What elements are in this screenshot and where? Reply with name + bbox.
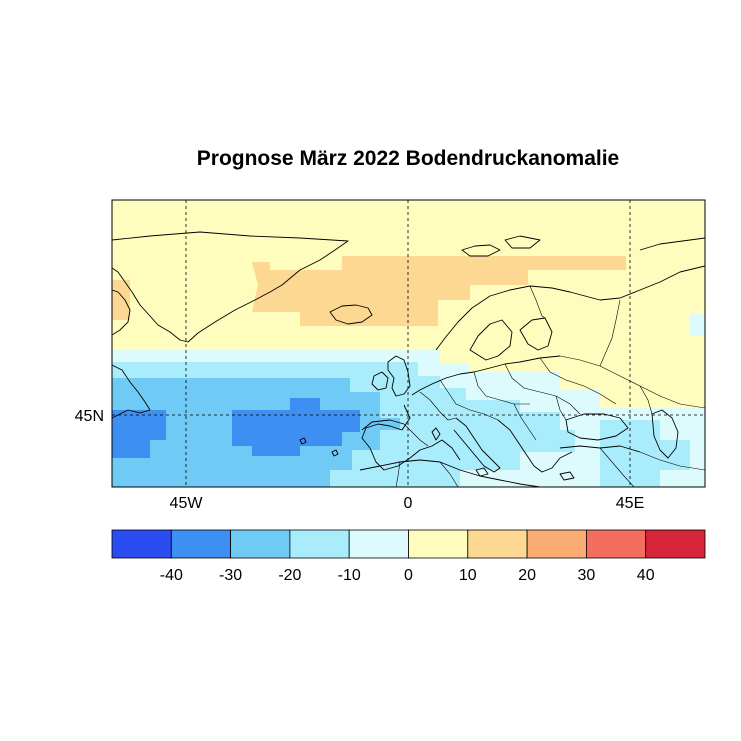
map-frame [111,199,706,488]
anomaly-region-9 [690,314,705,336]
colorbar-tick-label: 40 [637,567,655,584]
longitude-tick-label: 45E [616,495,644,512]
graticule [112,200,705,487]
colorbar-bin [645,529,706,559]
colorbar-tick-label: 10 [459,567,477,584]
colorbar-tick-label: 0 [404,567,413,584]
latitude-tick-label: 45N [75,408,104,425]
latitude-tick-labels: 45N [75,408,104,425]
colorbar-bin [289,529,350,559]
colorbar-tick-label: -10 [338,567,361,584]
colorbar [111,529,706,559]
anomaly-region-1 [252,256,626,326]
colorbar-bin [111,529,172,559]
longitude-tick-label: 45W [170,495,204,512]
colorbar-bin [348,529,409,559]
figure-title: Prognose März 2022 Bodendruckanomalie [197,147,619,170]
longitude-tick-label: 0 [404,495,413,512]
colorbar-tick-label: -20 [278,567,301,584]
anomaly-field [112,200,705,487]
colorbar-tick-labels: -40 -30 -20 -10 0 10 20 30 40 [160,567,655,584]
colorbar-bin [408,529,469,559]
colorbar-bin [526,529,587,559]
colorbar-tick-label: -40 [160,567,183,584]
colorbar-bin [230,529,291,559]
colorbar-bin [170,529,232,559]
anomaly-region-8 [232,398,360,456]
anomaly-region-5 [600,420,690,487]
anomaly-region-2 [112,280,130,320]
anomaly-map [112,200,705,487]
longitude-tick-labels: 45W 0 45E [170,495,645,512]
colorbar-bin [467,529,528,559]
anomaly-region-7 [112,410,166,458]
colorbar-tick-label: 30 [578,567,596,584]
colorbar-bin [586,529,647,559]
colorbar-tick-label: -30 [219,567,242,584]
colorbar-tick-label: 20 [518,567,536,584]
coastlines [112,231,705,487]
